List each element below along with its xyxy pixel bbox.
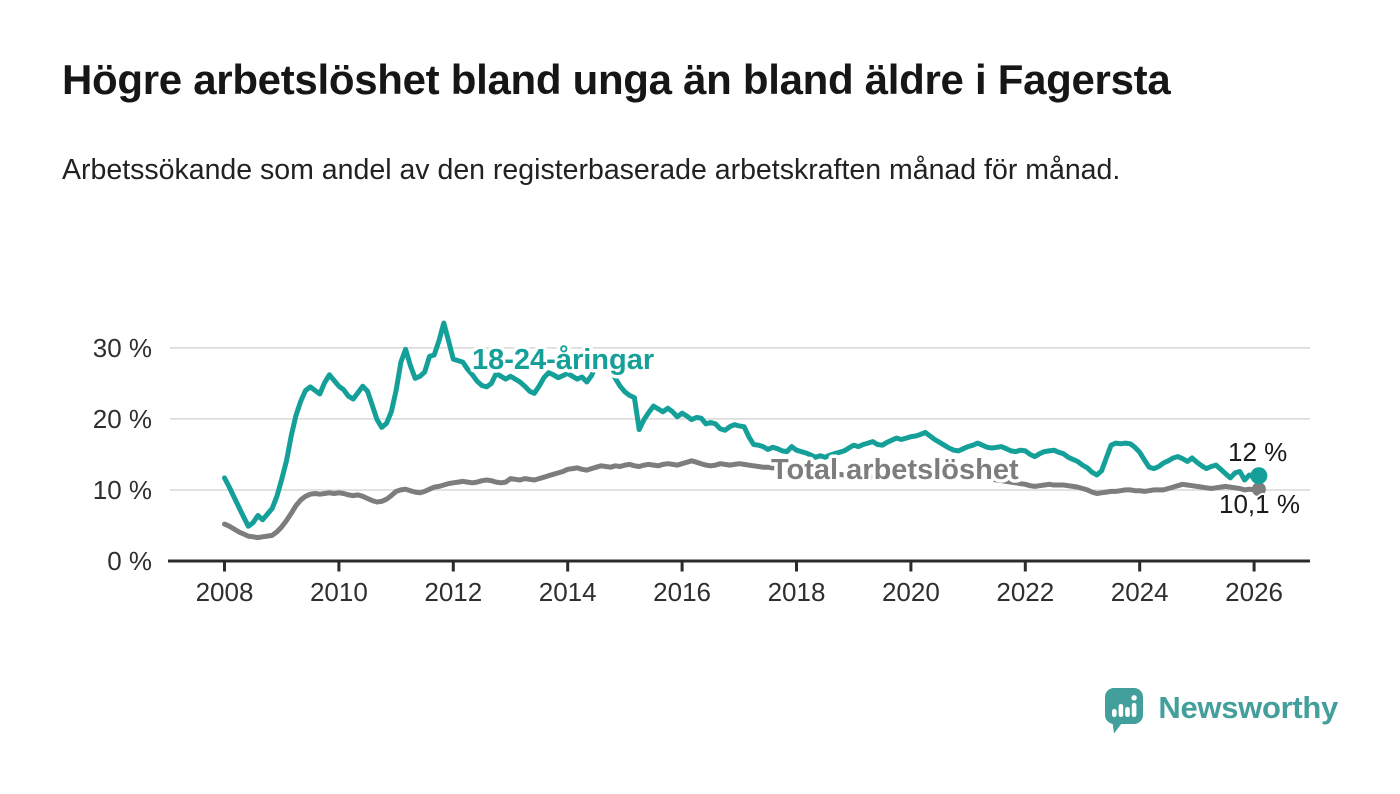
- x-tick-label: 2020: [882, 577, 940, 607]
- y-tick-label: 20 %: [93, 404, 152, 434]
- x-tick-label: 2010: [310, 577, 368, 607]
- x-tick-label: 2016: [653, 577, 711, 607]
- series-end-dot-youth: [1250, 467, 1268, 485]
- page-title: Högre arbetslöshet bland unga än bland ä…: [62, 56, 1171, 103]
- end-value-label-total: 10,1 %: [1219, 489, 1300, 519]
- x-tick-label: 2024: [1111, 577, 1169, 607]
- series-label-total: Total arbetslöshet: [771, 454, 1019, 486]
- newsworthy-logo: Newsworthy: [1105, 688, 1338, 734]
- x-tick-label: 2018: [768, 577, 826, 607]
- series-line-total: [222, 458, 1262, 541]
- page-subtitle: Arbetssökande som andel av den registerb…: [62, 154, 1121, 187]
- series-line-youth: [222, 320, 1262, 529]
- x-tick-label: 2026: [1225, 577, 1283, 607]
- series-layer: [222, 320, 1268, 541]
- end-value-label-youth: 12 %: [1228, 437, 1287, 467]
- series-label-youth: 18-24-åringar: [472, 344, 654, 376]
- grid-layer: [170, 347, 1310, 491]
- series-end-dot-total: [1251, 482, 1266, 497]
- x-tick-label: 2012: [424, 577, 482, 607]
- y-tick-label: 10 %: [93, 475, 152, 505]
- x-tick-label: 2022: [996, 577, 1054, 607]
- bar-chart-speech-bubble-icon: [1105, 688, 1144, 734]
- chart-header: Högre arbetslöshet bland unga än bland ä…: [62, 56, 1342, 191]
- newsworthy-logo-text: Newsworthy: [1158, 690, 1338, 725]
- x-tick-label: 2008: [196, 577, 254, 607]
- axis-layer: 0 % 10 % 20 % 30 % 2008 2010 2012 2014 2016 2018 2…: [93, 333, 1310, 607]
- x-tick-label: 2014: [539, 577, 597, 607]
- y-tick-label: 0 %: [107, 546, 152, 576]
- y-tick-label: 30 %: [93, 333, 152, 363]
